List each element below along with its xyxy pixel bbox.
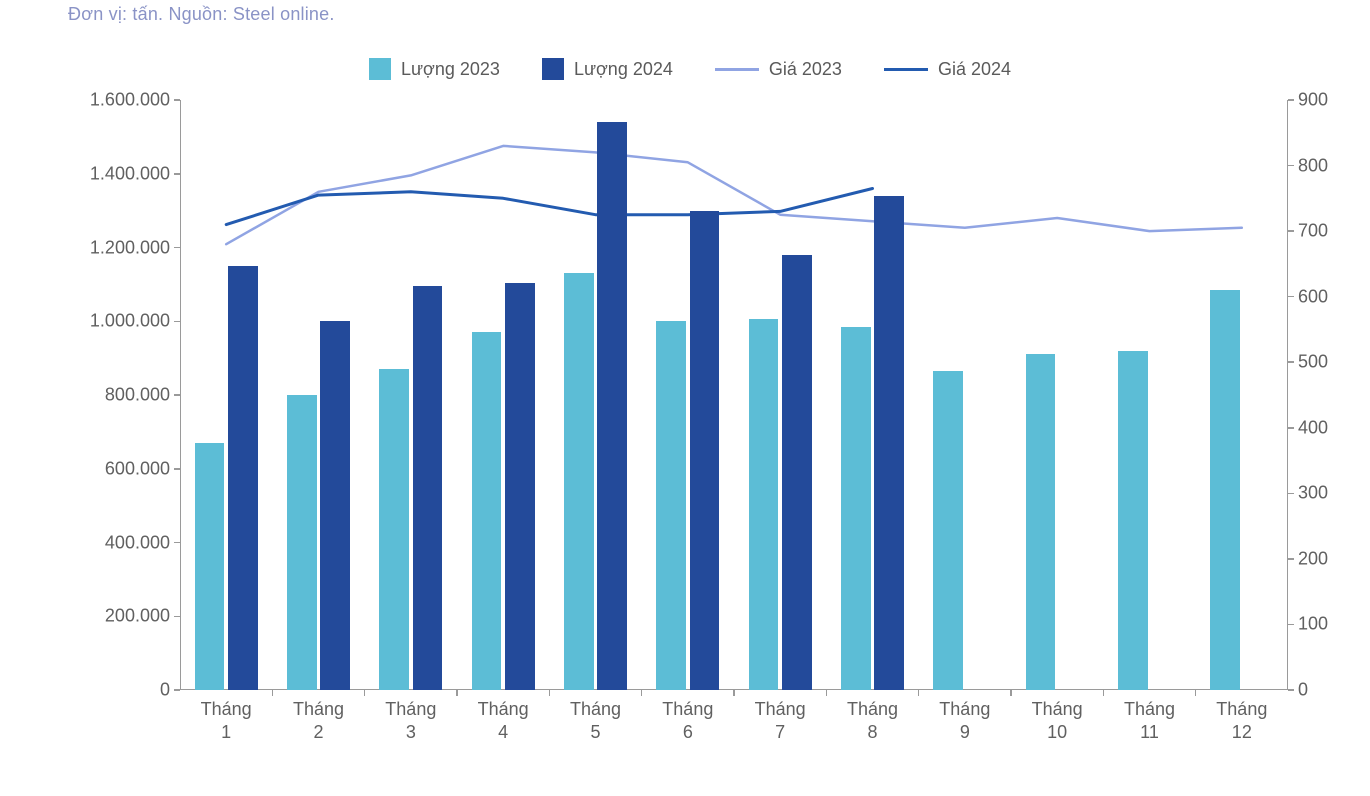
- bar-vol-2023: [1210, 290, 1240, 690]
- bar-vol-2023: [841, 327, 871, 690]
- legend-swatch-vol-2024: [542, 58, 564, 80]
- chart-subtitle: Đơn vị: tấn. Nguồn: Steel online.: [68, 4, 335, 25]
- legend-swatch-price-2023: [715, 68, 759, 71]
- y-right-label: 300: [1288, 483, 1328, 504]
- line-price-2023: [226, 146, 1242, 244]
- y-left-label: 200.000: [105, 606, 180, 627]
- legend-item-vol-2023: Lượng 2023: [369, 58, 500, 80]
- x-axis-label: Tháng 2: [293, 690, 344, 743]
- bar-vol-2023: [1026, 354, 1056, 690]
- bar-vol-2023: [287, 395, 317, 690]
- bar-vol-2023: [656, 321, 686, 690]
- x-tick: [733, 690, 735, 696]
- y-left-label: 400.000: [105, 532, 180, 553]
- y-right-label: 700: [1288, 221, 1328, 242]
- bar-vol-2024: [320, 321, 350, 690]
- bar-vol-2024: [874, 196, 904, 690]
- bar-vol-2023: [933, 371, 963, 690]
- legend-label-price-2024: Giá 2024: [938, 59, 1011, 80]
- x-axis-label: Tháng 10: [1032, 690, 1083, 743]
- x-axis-label: Tháng 12: [1216, 690, 1267, 743]
- legend-swatch-vol-2023: [369, 58, 391, 80]
- y-right-label: 800: [1288, 155, 1328, 176]
- bar-vol-2024: [690, 211, 720, 690]
- y-left-label: 0: [160, 680, 180, 701]
- y-left-label: 800.000: [105, 385, 180, 406]
- y-right-label: 600: [1288, 286, 1328, 307]
- x-tick: [456, 690, 458, 696]
- x-tick: [1103, 690, 1105, 696]
- legend-item-price-2023: Giá 2023: [715, 58, 842, 80]
- x-tick: [364, 690, 366, 696]
- bar-vol-2023: [472, 332, 502, 690]
- legend-swatch-price-2024: [884, 68, 928, 71]
- x-axis-label: Tháng 11: [1124, 690, 1175, 743]
- y-left-label: 1.200.000: [90, 237, 180, 258]
- y-right-label: 500: [1288, 352, 1328, 373]
- bar-vol-2024: [228, 266, 258, 690]
- legend-item-price-2024: Giá 2024: [884, 58, 1011, 80]
- chart-container: Lượng 2023 Lượng 2024 Giá 2023 Giá 2024 …: [60, 50, 1320, 770]
- bar-vol-2023: [379, 369, 409, 690]
- y-right-label: 400: [1288, 417, 1328, 438]
- x-axis-label: Tháng 3: [385, 690, 436, 743]
- y-left-label: 1.600.000: [90, 90, 180, 111]
- x-tick: [641, 690, 643, 696]
- x-axis-label: Tháng 7: [755, 690, 806, 743]
- x-axis-label: Tháng 1: [201, 690, 252, 743]
- y-right-label: 0: [1288, 680, 1308, 701]
- y-right-label: 200: [1288, 548, 1328, 569]
- x-tick: [826, 690, 828, 696]
- legend-label-vol-2024: Lượng 2024: [574, 59, 673, 80]
- bar-vol-2023: [564, 273, 594, 690]
- bar-vol-2024: [413, 286, 443, 690]
- legend-item-vol-2024: Lượng 2024: [542, 58, 673, 80]
- bar-vol-2024: [505, 283, 535, 690]
- x-tick: [1010, 690, 1012, 696]
- legend-label-vol-2023: Lượng 2023: [401, 59, 500, 80]
- x-tick: [1195, 690, 1197, 696]
- bar-vol-2024: [597, 122, 627, 690]
- x-tick: [272, 690, 274, 696]
- x-tick: [918, 690, 920, 696]
- legend-label-price-2023: Giá 2023: [769, 59, 842, 80]
- y-left-label: 600.000: [105, 458, 180, 479]
- bar-vol-2023: [749, 319, 779, 690]
- line-price-2024: [226, 189, 872, 225]
- bar-vol-2023: [1118, 351, 1148, 690]
- chart-legend: Lượng 2023 Lượng 2024 Giá 2023 Giá 2024: [60, 58, 1320, 80]
- x-axis-label: Tháng 5: [570, 690, 621, 743]
- y-right-label: 100: [1288, 614, 1328, 635]
- y-left-label: 1.400.000: [90, 163, 180, 184]
- x-tick: [549, 690, 551, 696]
- y-left-label: 1.000.000: [90, 311, 180, 332]
- y-right-label: 900: [1288, 90, 1328, 111]
- x-axis-label: Tháng 6: [662, 690, 713, 743]
- x-axis-label: Tháng 4: [478, 690, 529, 743]
- bar-vol-2024: [782, 255, 812, 690]
- x-axis-label: Tháng 8: [847, 690, 898, 743]
- x-axis-label: Tháng 9: [939, 690, 990, 743]
- bar-vol-2023: [195, 443, 225, 690]
- plot-area: 0200.000400.000600.000800.0001.000.0001.…: [180, 100, 1288, 690]
